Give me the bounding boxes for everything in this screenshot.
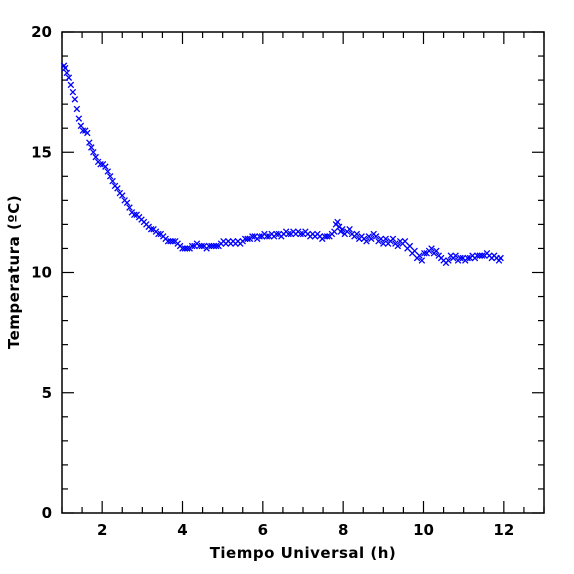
data-point: [210, 242, 218, 250]
data-point: [363, 237, 370, 245]
data-point: [212, 242, 220, 250]
data-point: [97, 161, 104, 168]
data-point: [377, 235, 385, 243]
data-point: [73, 105, 81, 113]
data-point: [394, 242, 402, 250]
data-point: [474, 252, 481, 259]
x-tick-label: 2: [97, 521, 107, 539]
data-point: [464, 254, 471, 262]
x-axis-title: Tiempo Universal (h): [210, 544, 397, 562]
data-point: [123, 199, 131, 207]
data-point: [198, 242, 206, 250]
x-tick-label: 8: [338, 521, 348, 539]
data-point: [421, 250, 428, 257]
data-point: [416, 252, 423, 259]
data-point: [321, 233, 328, 240]
data-point: [147, 225, 155, 233]
y-tick-label: 15: [31, 143, 52, 161]
data-point: [181, 245, 189, 252]
data-point: [334, 218, 341, 226]
data-point: [63, 69, 71, 77]
data-point: [323, 233, 331, 240]
data-point: [188, 242, 196, 250]
data-point: [380, 240, 387, 247]
data-point: [65, 74, 73, 81]
data-point: [273, 230, 280, 238]
data-point: [452, 252, 459, 259]
data-point: [75, 115, 83, 122]
data-point: [109, 177, 116, 185]
x-tick-label: 6: [258, 521, 268, 539]
data-point: [372, 233, 380, 240]
data-point: [241, 235, 249, 243]
data-point: [88, 144, 95, 151]
data-point: [126, 204, 133, 211]
data-point: [382, 235, 390, 243]
data-point: [346, 225, 353, 233]
data-point: [368, 235, 375, 243]
data-point: [84, 129, 91, 137]
y-tick-label: 0: [42, 504, 52, 522]
data-point: [428, 245, 435, 252]
data-point: [155, 230, 162, 238]
data-point: [263, 233, 271, 240]
data-point: [249, 233, 256, 240]
data-point: [90, 148, 97, 156]
axis-ticks: [61, 31, 545, 514]
x-tick-label: 12: [493, 521, 514, 539]
data-point: [256, 233, 263, 240]
data-point: [339, 225, 346, 233]
data-point: [389, 235, 397, 243]
y-axis-title: Temperatura (ºC): [5, 195, 23, 349]
data-point: [406, 242, 414, 250]
data-point: [457, 254, 464, 262]
y-tick-label: 5: [42, 384, 52, 402]
data-point: [104, 168, 112, 175]
data-point: [79, 127, 87, 134]
data-point: [244, 235, 251, 243]
data-point: [179, 245, 186, 252]
data-point: [208, 242, 215, 250]
data-point: [118, 192, 126, 199]
data-point: [67, 81, 75, 89]
data-point: [114, 185, 121, 192]
plot-frame: [61, 31, 545, 514]
data-point: [497, 254, 504, 262]
data-point: [61, 64, 69, 72]
data-point: [184, 245, 191, 252]
data-point: [102, 163, 109, 170]
data-points: [60, 62, 504, 267]
data-point: [478, 252, 486, 259]
x-tick-label: 4: [177, 521, 187, 539]
data-point: [433, 247, 440, 255]
x-tick-label: 10: [413, 521, 434, 539]
data-point: [86, 139, 93, 146]
data-point: [285, 230, 292, 238]
data-point: [445, 257, 452, 264]
data-point: [71, 96, 79, 103]
data-point: [164, 237, 172, 245]
data-point: [411, 247, 418, 255]
y-tick-label: 20: [31, 23, 52, 41]
data-point: [297, 230, 304, 238]
data-point: [106, 173, 114, 180]
y-tick-label: 10: [31, 264, 52, 282]
axis-tick-labels: 2 4 6 8 10 12 0 5 10 15 20: [31, 23, 514, 539]
data-point: [92, 153, 99, 161]
data-point: [196, 242, 203, 250]
data-point: [169, 237, 177, 245]
data-point: [167, 237, 174, 245]
data-point: [476, 252, 483, 259]
data-point: [331, 228, 338, 235]
data-point: [353, 230, 361, 238]
data-point: [69, 88, 77, 96]
data-point: [418, 257, 426, 264]
data-point: [131, 211, 138, 219]
data-point: [205, 242, 213, 250]
data-point: [401, 237, 409, 245]
